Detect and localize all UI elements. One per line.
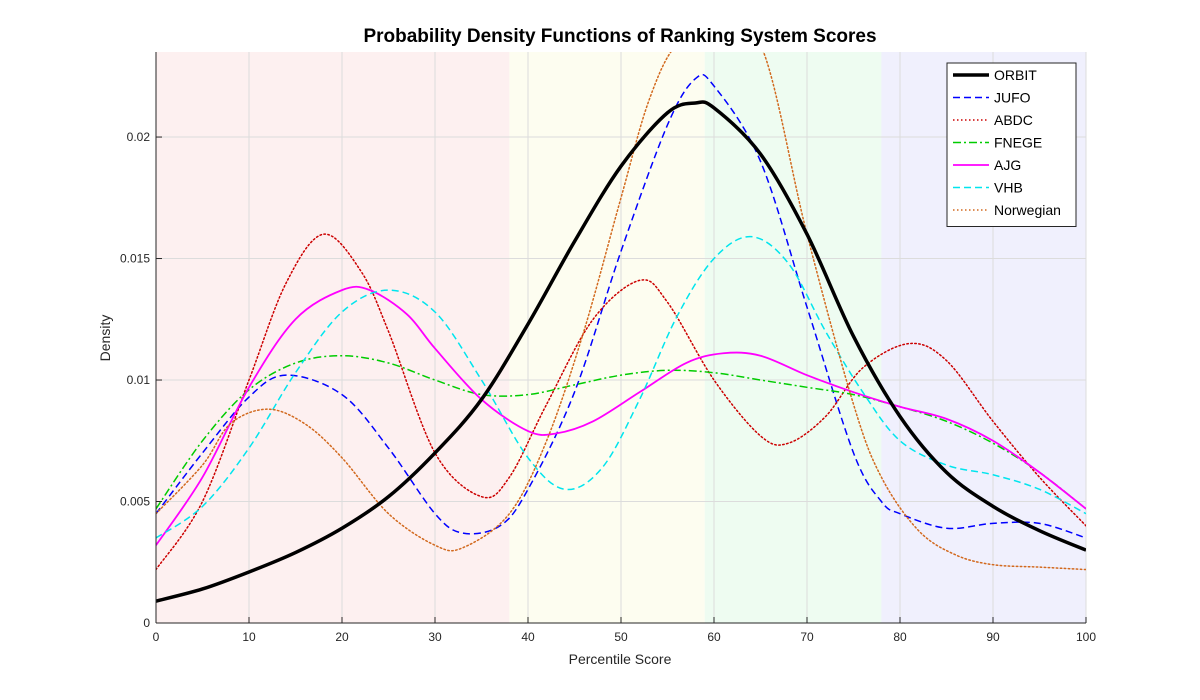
x-tick-label: 60 [707, 630, 721, 644]
legend-label-fnege: FNEGE [994, 135, 1042, 151]
y-tick-label: 0.02 [127, 130, 151, 144]
series-line-abdc [156, 233, 1086, 571]
plot-area [156, 52, 1086, 603]
legend-label-jufo: JUFO [994, 90, 1031, 106]
x-tick-label: 40 [521, 630, 535, 644]
legend-label-norwegian: Norwegian [994, 202, 1061, 218]
x-tick-label: 70 [800, 630, 814, 644]
background-band [156, 52, 510, 623]
legend-label-orbit: ORBIT [994, 67, 1037, 83]
axes [155, 52, 1087, 624]
x-tick-label: 80 [893, 630, 907, 644]
x-tick-label: 0 [153, 630, 160, 644]
y-tick-label: 0.005 [120, 495, 150, 509]
series-line-fnege [156, 354, 1086, 510]
legend-label-ajg: AJG [994, 157, 1021, 173]
y-tick-label: 0.015 [120, 252, 150, 266]
y-axis-label: Density [97, 315, 113, 362]
x-tick-label: 100 [1076, 630, 1096, 644]
chart-title: Probability Density Functions of Ranking… [363, 26, 876, 47]
x-tick-label: 50 [614, 630, 628, 644]
legend-label-vhb: VHB [994, 180, 1023, 196]
y-tick-label: 0 [143, 616, 150, 630]
x-tick-label: 10 [242, 630, 256, 644]
x-axis-label: Percentile Score [569, 651, 672, 667]
y-tick-label: 0.01 [127, 373, 151, 387]
legend-box [946, 62, 1077, 227]
x-tick-label: 90 [986, 630, 1000, 644]
series-line-jufo [156, 73, 1086, 539]
background-band [704, 52, 882, 623]
series-line-vhb [156, 235, 1086, 539]
series-line-ajg [156, 285, 1086, 546]
series-line-norwegian [156, 52, 1086, 571]
x-tick-label: 30 [428, 630, 442, 644]
legend: ORBIT JUFO ABDC FNEGE AJG VHB Norwegian [946, 62, 1077, 227]
tick-labels: 0 10 20 30 40 50 60 70 80 90 100 0 0.005 0.01 0.015 0.0… [120, 130, 1096, 644]
legend-label-abdc: ABDC [994, 112, 1033, 128]
x-tick-label: 20 [335, 630, 349, 644]
background-band [509, 52, 705, 623]
series-line-orbit [156, 100, 1086, 603]
